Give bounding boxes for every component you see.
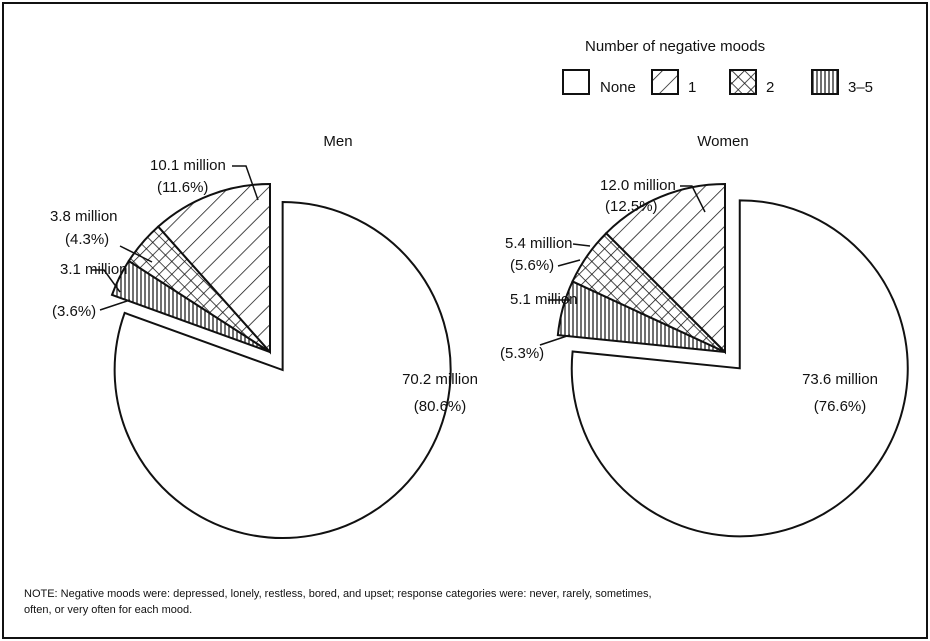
pie-slice [570, 199, 909, 538]
pie-title: Men [323, 133, 352, 150]
value-label: (3.6%) [52, 303, 96, 320]
leader-line [119, 245, 153, 263]
note: often, or very often for each mood. [24, 604, 192, 616]
value-label: (76.6%) [814, 398, 867, 415]
leader-line [572, 243, 591, 247]
legend-swatch [729, 69, 757, 95]
leader-line [92, 269, 121, 293]
value-label: (11.6%) [157, 179, 208, 196]
legend-label: None [600, 79, 636, 96]
count-label: 3.8 million [50, 208, 118, 225]
pie-title: Women [697, 133, 748, 150]
legend-swatch [562, 69, 590, 95]
legend-swatch [651, 69, 679, 95]
count-label: 10.1 million [150, 157, 226, 174]
value-label: (5.6%) [510, 257, 554, 274]
legend-label: 2 [766, 79, 774, 96]
count-label: 12.0 million [600, 177, 676, 194]
legend-label: 3–5 [848, 79, 873, 96]
count-label: 70.2 million [402, 371, 478, 388]
pie-slice [604, 182, 726, 355]
leader-line [232, 165, 259, 201]
leader-line [99, 299, 131, 311]
pie-slice [113, 201, 452, 540]
value-label: (4.3%) [65, 231, 109, 248]
count-label: 5.4 million [505, 235, 573, 252]
legend-swatch [811, 69, 839, 95]
legend-title: Number of negative moods [585, 38, 765, 55]
value-label: (5.3%) [500, 345, 544, 362]
value-label: (12.5%) [605, 198, 658, 215]
leader-line [680, 185, 706, 213]
pie-slice [156, 182, 271, 355]
value-label: (80.6%) [414, 398, 467, 415]
count-label: 5.1 million [510, 291, 578, 308]
leader-line [557, 259, 581, 267]
count-label: 73.6 million [802, 371, 878, 388]
leader-line [539, 334, 571, 346]
legend-label: 1 [688, 79, 696, 96]
note: NOTE: Negative moods were: depressed, lo… [24, 588, 652, 600]
